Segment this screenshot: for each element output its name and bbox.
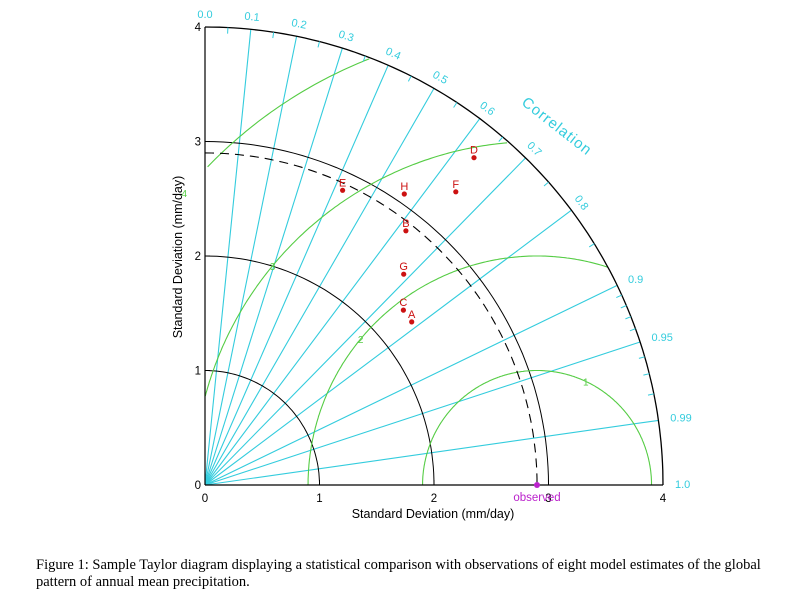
model-point: [401, 271, 407, 277]
model-point-label: C: [399, 297, 407, 309]
correlation-tick-label: 0.8: [572, 193, 591, 212]
correlation-tick-label: 0.9: [628, 274, 643, 286]
correlation-minor-tick: [625, 316, 632, 320]
correlation-minor-tick: [616, 294, 623, 299]
correlation-minor-tick: [453, 102, 458, 108]
x-axis-tick-label: 3: [545, 493, 551, 505]
rms-contour-label: 4: [182, 189, 188, 200]
correlation-minor-tick: [317, 41, 320, 48]
x-axis-tick-label: 2: [431, 493, 437, 505]
rms-contour-label: 2: [358, 335, 364, 346]
y-axis-tick-label: 0: [195, 480, 201, 492]
correlation-tick-labels: 0.0 0.1 0.2 0.3 0.4 0.5 0.6 0.7 0.8 0.9 0.95 0.99 1.…: [197, 9, 691, 491]
figure-caption: Figure 1: Sample Taylor diagram displayi…: [36, 557, 788, 591]
model-points: A B C D E F G H: [339, 145, 478, 325]
std-arc: [204, 255, 435, 486]
correlation-minor-tick: [362, 55, 366, 62]
correlation-tick-label: 0.0: [197, 9, 212, 21]
rms-contour: [307, 255, 608, 486]
model-point: [403, 228, 409, 234]
model-point-label: G: [399, 261, 408, 273]
correlation-minor-tick: [272, 32, 275, 39]
x-axis-label: Standard Deviation (mm/day): [352, 507, 515, 521]
outer-arc: [204, 26, 664, 486]
observed-std-arc: [204, 152, 538, 485]
figure-caption-label: Figure 1:: [36, 557, 89, 573]
observed-marker: [534, 482, 540, 488]
correlation-tick-label: 0.3: [337, 28, 355, 44]
figure-caption-text: Sample Taylor diagram displaying a stati…: [36, 557, 761, 590]
y-axis-tick-label: 3: [195, 137, 201, 149]
rms-contour: [421, 369, 653, 486]
correlation-tick-label: 0.95: [652, 332, 673, 344]
correlation-tick-label: 0.2: [290, 17, 307, 32]
observed-std-arc-line: [204, 152, 538, 485]
rms-contour: [207, 58, 370, 168]
model-point: [400, 307, 406, 313]
correlation-minor-tick: [407, 75, 412, 82]
model-point-label: A: [408, 309, 416, 321]
correlation-tick-label: 0.5: [430, 69, 449, 87]
correlation-tick-label: 0.6: [477, 100, 496, 119]
std-arcs: [204, 141, 549, 486]
model-point: [453, 189, 459, 195]
y-axis-label: Standard Deviation (mm/day): [171, 176, 185, 339]
x-axis-tick-label: 1: [316, 493, 322, 505]
correlation-tick-label: 1.0: [675, 479, 690, 491]
model-point-label: H: [400, 181, 408, 193]
correlation-minor-tick: [498, 136, 504, 142]
x-axis-tick-label: 4: [660, 493, 667, 505]
y-axis-tick-label: 4: [195, 22, 202, 34]
correlation-minor-tick: [629, 328, 636, 332]
correlation-tick-label: 0.4: [384, 46, 403, 63]
x-axis-tick-label: 0: [202, 493, 208, 505]
y-axis-tick-label: 1: [195, 366, 201, 378]
correlation-minor-tick: [588, 243, 595, 248]
std-arc: [205, 370, 320, 485]
model-point-label: F: [452, 179, 459, 191]
correlation-minor-tick: [543, 181, 549, 187]
observed-point: observed: [513, 482, 561, 504]
y-axis-tick-label: 2: [195, 251, 201, 263]
observed-label: observed: [513, 492, 560, 504]
correlation-minor-tick: [643, 373, 650, 376]
correlation-rays: [204, 29, 659, 486]
std-arc: [204, 141, 549, 486]
model-point-label: D: [470, 145, 478, 157]
correlation-tick-label: 0.7: [524, 140, 543, 159]
model-point: [471, 155, 477, 161]
model-point-label: E: [339, 177, 346, 189]
correlation-tick-label: 0.1: [244, 11, 260, 24]
rms-contour-label: 1: [583, 377, 589, 388]
model-point: [409, 319, 415, 325]
axes: [204, 26, 664, 486]
model-point: [340, 187, 346, 193]
model-point: [401, 191, 407, 197]
correlation-minor-tick: [647, 393, 654, 396]
axis-ticks: 00 1 1 2 2 3 3 4 4: [195, 22, 667, 505]
rms-contour-label: 3: [270, 262, 276, 273]
rms-contour: [204, 142, 508, 397]
correlation-minor-tick: [638, 356, 645, 359]
correlation-tick-label: 0.99: [670, 413, 691, 425]
correlation-minor-tick: [620, 305, 627, 309]
rms-contours: 1 2 3 4: [182, 58, 653, 486]
model-point-label: B: [402, 218, 409, 230]
